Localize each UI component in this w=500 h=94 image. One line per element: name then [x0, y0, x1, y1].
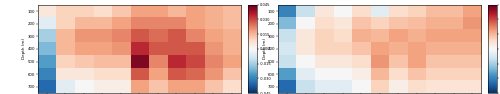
Y-axis label: Depth (m): Depth (m)	[22, 38, 26, 59]
Y-axis label: Depth (m): Depth (m)	[262, 38, 266, 59]
